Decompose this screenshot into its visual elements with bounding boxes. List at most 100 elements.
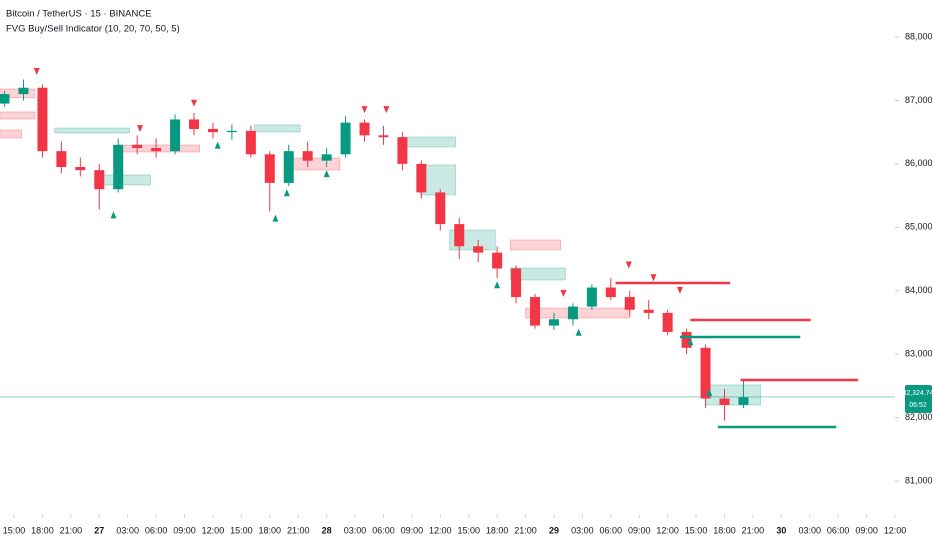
- x-tick-label: 15:00: [230, 525, 253, 535]
- candle-body: [245, 130, 256, 155]
- candle-body: [94, 170, 105, 190]
- x-tick-label: 18:00: [31, 525, 54, 535]
- x-tick-label: 28: [322, 525, 332, 535]
- x-tick-label: 03:00: [344, 525, 367, 535]
- x-tick-label: 18:00: [486, 525, 509, 535]
- candle-body: [113, 144, 124, 190]
- x-tick-label: 12:00: [656, 525, 679, 535]
- x-tick-label: 06:00: [145, 525, 168, 535]
- signal-arrow: [110, 211, 117, 219]
- candle-body: [151, 147, 162, 152]
- candle-body: [170, 119, 181, 152]
- candle-body: [132, 144, 143, 148]
- candle-body: [530, 297, 541, 326]
- countdown: 06:52: [909, 402, 927, 409]
- y-tick-label: 86,000.00: [905, 158, 932, 168]
- candle-body: [321, 154, 332, 161]
- indicator-title: FVG Buy/Sell Indicator (10, 20, 70, 50, …: [6, 24, 180, 35]
- signal-arrow: [214, 141, 221, 149]
- candle-body: [681, 331, 692, 348]
- candle-body: [586, 287, 597, 307]
- candle-body: [207, 128, 218, 133]
- x-tick-label: 12:00: [429, 525, 452, 535]
- candle-body: [18, 87, 29, 95]
- y-tick-label: 84,000.00: [905, 285, 932, 295]
- candle-body: [397, 137, 408, 164]
- y-tick-label: 81,000.00: [905, 475, 932, 485]
- chart-title: Bitcoin / TetherUS · 15 · BINANCE: [6, 9, 152, 20]
- x-tick-label: 15:00: [685, 525, 708, 535]
- fvg-zone: [510, 239, 561, 251]
- signal-arrow: [676, 286, 683, 294]
- fvg-zone: [510, 267, 566, 281]
- candle-body: [719, 398, 730, 405]
- candle-body: [700, 347, 711, 399]
- x-tick-label: 09:00: [628, 525, 651, 535]
- signal-arrow: [272, 214, 279, 222]
- x-tick-label: 18:00: [259, 525, 282, 535]
- x-tick-label: 09:00: [855, 525, 878, 535]
- candle-body: [548, 319, 559, 326]
- y-tick-label: 85,000.00: [905, 222, 932, 232]
- candle-body: [378, 135, 389, 138]
- x-tick-label: 03:00: [798, 525, 821, 535]
- y-tick-label: 83,000.00: [905, 349, 932, 359]
- x-tick-label: 03:00: [116, 525, 139, 535]
- last-price-label: 82,324.74: [902, 390, 932, 397]
- candle-body: [492, 252, 503, 269]
- x-tick-label: 03:00: [571, 525, 594, 535]
- candle-body: [226, 130, 237, 133]
- y-tick-label: 82,000.00: [905, 412, 932, 422]
- x-tick-label: 29: [549, 525, 559, 535]
- fvg-zone: [0, 88, 36, 99]
- fvg-zone: [98, 174, 151, 186]
- candle-body: [643, 309, 654, 313]
- x-tick-label: 12:00: [202, 525, 225, 535]
- signal-arrow: [361, 106, 368, 114]
- x-tick-label: 21:00: [742, 525, 765, 535]
- signal-arrow: [283, 189, 290, 197]
- signal-arrow: [33, 68, 40, 76]
- signal-arrow: [575, 328, 582, 336]
- signal-arrow: [191, 99, 198, 107]
- signal-arrow: [650, 274, 657, 282]
- signal-arrow: [383, 106, 390, 114]
- y-tick-label: 87,000.00: [905, 95, 932, 105]
- candle-body: [662, 312, 673, 332]
- fvg-zone: [254, 124, 301, 133]
- signal-arrow: [494, 281, 501, 289]
- signal-arrow: [706, 389, 713, 397]
- x-tick-label: 06:00: [600, 525, 623, 535]
- x-tick-label: 21:00: [514, 525, 537, 535]
- candle-body: [283, 151, 294, 183]
- candle-body: [359, 122, 370, 136]
- candle-body: [435, 192, 446, 225]
- x-tick-label: 06:00: [372, 525, 395, 535]
- candle-body: [0, 94, 10, 104]
- candle-body: [738, 397, 749, 405]
- x-tick-label: 18:00: [713, 525, 736, 535]
- candle-body: [75, 167, 86, 171]
- price-label-box: [905, 384, 932, 413]
- x-tick-label: 06:00: [827, 525, 850, 535]
- x-tick-label: 21:00: [287, 525, 310, 535]
- candle-body: [340, 122, 351, 155]
- candle-body: [189, 119, 200, 129]
- y-tick-label: 88,000.00: [905, 31, 932, 41]
- candle-body: [567, 306, 578, 320]
- candle-body: [416, 163, 427, 193]
- fvg-zone: [0, 111, 36, 120]
- candle-body: [264, 154, 275, 183]
- x-tick-label: 30: [776, 525, 786, 535]
- x-tick-label: 27: [94, 525, 104, 535]
- signal-arrow: [323, 170, 330, 178]
- signal-arrow: [687, 338, 694, 346]
- signal-arrow: [625, 261, 632, 269]
- candle-body: [473, 246, 484, 253]
- signal-arrow: [137, 125, 144, 133]
- candle-body: [624, 297, 635, 310]
- x-tick-label: 12:00: [884, 525, 907, 535]
- fvg-zone: [0, 129, 22, 139]
- fvg-zone: [54, 127, 130, 134]
